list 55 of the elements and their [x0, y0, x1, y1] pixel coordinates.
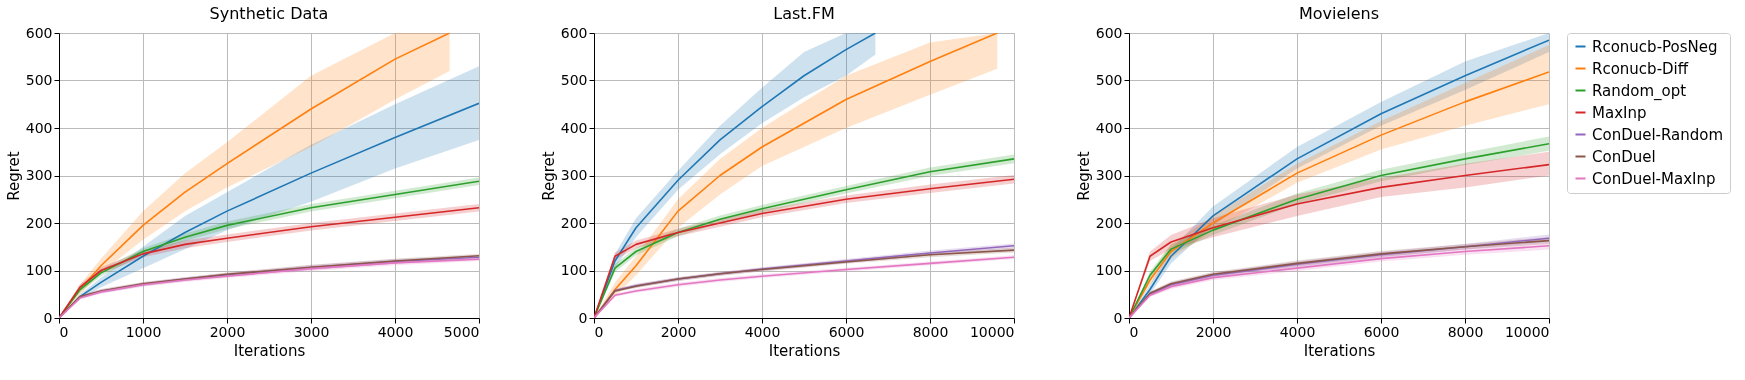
x-tick-label: 4000	[1279, 323, 1316, 340]
y-tick-label: 200	[560, 214, 588, 231]
x-tick-label: 4000	[377, 323, 414, 340]
x-tick-label: 2000	[1195, 323, 1232, 340]
legend-label: Rconucb-Diff	[1592, 59, 1689, 78]
y-tick-label: 500	[1095, 72, 1123, 88]
y-tick-label: 300	[25, 167, 53, 183]
y-axis-title: Regret	[539, 151, 558, 201]
chart-title: Synthetic Data	[209, 4, 329, 23]
x-tick-label: 0	[594, 323, 604, 340]
x-tick-label: 10000	[1504, 323, 1550, 340]
y-tick-label: 500	[25, 72, 53, 88]
y-tick-label: 600	[25, 24, 53, 41]
x-axis-title: Iterations	[768, 341, 841, 360]
x-tick-label: 4000	[744, 323, 781, 340]
x-tick-label: 1000	[125, 323, 162, 340]
y-tick-label: 600	[1095, 24, 1123, 41]
x-tick-label: 8000	[1447, 323, 1484, 340]
y-axis-title: Regret	[4, 151, 23, 201]
y-tick-label: 100	[25, 262, 53, 278]
y-tick-label: 500	[560, 72, 588, 88]
x-tick-label: 6000	[828, 323, 865, 340]
legend-label: ConDuel-Random	[1592, 125, 1724, 144]
y-tick-label: 100	[560, 262, 588, 278]
y-tick-label: 400	[1095, 119, 1123, 136]
x-tick-label: 0	[1129, 323, 1139, 340]
chart-title: Last.FM	[773, 4, 835, 23]
y-tick-label: 400	[560, 119, 588, 136]
x-tick-label: 2000	[209, 323, 246, 340]
y-axis-title: Regret	[1074, 151, 1093, 201]
x-axis-title: Iterations	[1303, 341, 1376, 360]
legend-label: Random_opt	[1592, 81, 1687, 101]
y-tick-label: 300	[560, 167, 588, 183]
legend-label: ConDuel	[1592, 147, 1656, 166]
legend-label: Rconucb-PosNeg	[1592, 37, 1718, 56]
x-tick-label: 8000	[912, 323, 949, 340]
y-tick-label: 100	[1095, 262, 1123, 278]
chart-title: Movielens	[1298, 4, 1380, 23]
y-tick-label: 0	[578, 309, 588, 326]
legend-label: ConDuel-MaxInp	[1592, 169, 1716, 188]
x-tick-label: 3000	[293, 323, 330, 340]
y-tick-label: 0	[43, 309, 53, 326]
x-axis-title: Iterations	[233, 341, 306, 360]
legend-label: MaxInp	[1592, 103, 1647, 122]
y-tick-label: 0	[1113, 309, 1123, 326]
y-tick-label: 600	[560, 24, 588, 41]
x-tick-label: 5000	[443, 323, 480, 340]
x-tick-label: 2000	[660, 323, 697, 340]
y-tick-label: 400	[25, 119, 53, 136]
x-tick-label: 6000	[1363, 323, 1400, 340]
y-tick-label: 300	[1095, 167, 1123, 183]
y-tick-label: 200	[1095, 214, 1123, 231]
x-tick-label: 10000	[969, 323, 1015, 340]
x-tick-label: 0	[59, 323, 69, 340]
y-tick-label: 200	[25, 214, 53, 231]
